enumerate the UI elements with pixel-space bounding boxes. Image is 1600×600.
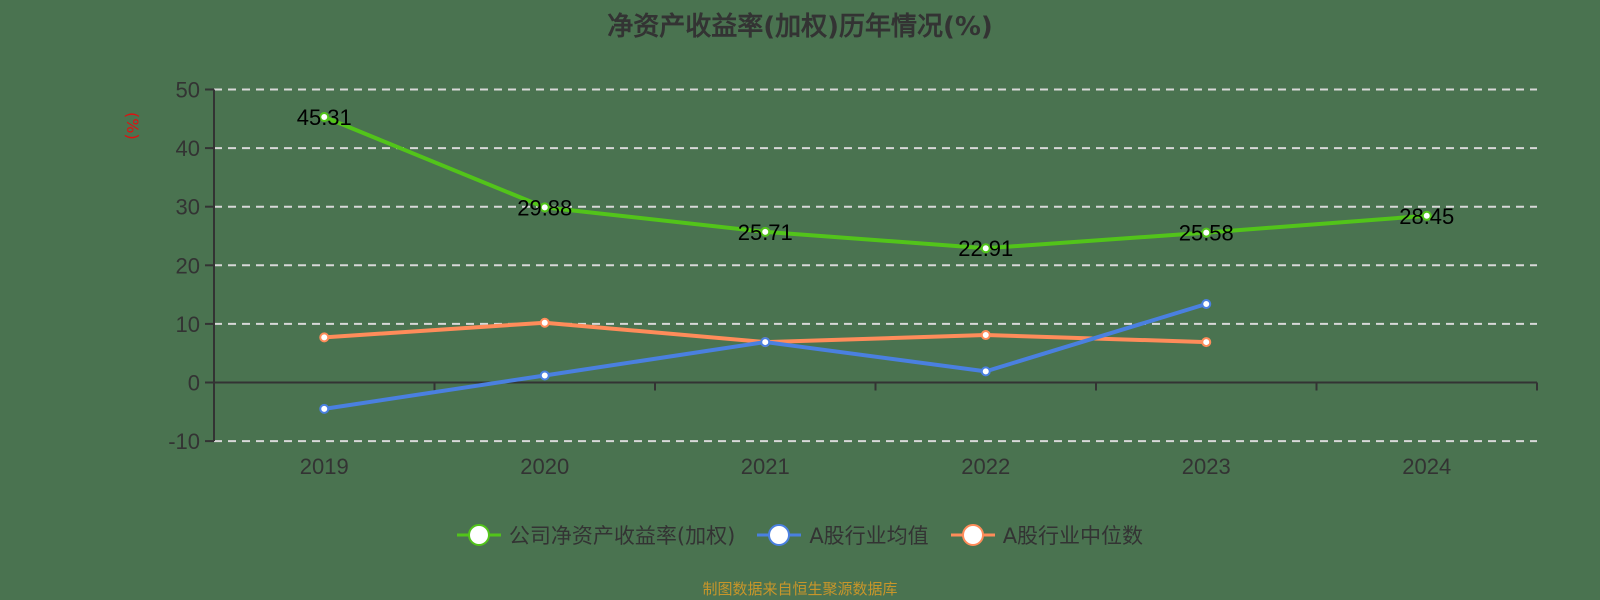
legend-marker-icon: [950, 524, 995, 546]
y-tick-label: 0: [188, 371, 200, 396]
y-tick-label: -10: [168, 429, 200, 454]
legend-item-industry-median[interactable]: A股行业中位数: [950, 520, 1144, 550]
x-tick-label: 2019: [300, 454, 349, 479]
gridlines: [214, 88, 1537, 443]
x-tick-label: 2024: [1402, 454, 1451, 479]
data-point[interactable]: [980, 243, 991, 254]
data-label: 25.58: [1179, 221, 1234, 246]
data-point[interactable]: [319, 403, 330, 414]
data-point[interactable]: [1201, 227, 1212, 238]
data-point[interactable]: [760, 226, 771, 237]
x-tick-label: 2023: [1182, 454, 1231, 479]
data-point[interactable]: [539, 370, 550, 381]
data-label: 45.31: [297, 105, 352, 130]
data-point[interactable]: [319, 111, 330, 122]
data-label: 28.45: [1399, 204, 1454, 229]
legend: 公司净资产收益率(加权) A股行业均值 A股行业中位数: [0, 520, 1600, 550]
axes: -10 0 10 20 30 40 50 2019 2020 2021 2022 2023 2024: [168, 78, 1538, 479]
data-source-footer: 制图数据来自恒生聚源数据库: [702, 580, 898, 598]
data-point[interactable]: [319, 332, 330, 343]
legend-marker-icon: [757, 524, 802, 546]
legend-label: A股行业中位数: [1002, 524, 1144, 548]
data-labels: 45.31 29.88 25.71 22.91 25.58 28.45: [297, 105, 1455, 261]
series-lines: [319, 111, 1432, 414]
data-point[interactable]: [539, 317, 550, 328]
data-point[interactable]: [1201, 298, 1212, 309]
data-point[interactable]: [980, 330, 991, 341]
chart-title: 净资产收益率(加权)历年情况(%): [607, 12, 993, 42]
data-point[interactable]: [760, 337, 771, 348]
y-tick-label: 40: [176, 136, 200, 161]
data-point[interactable]: [1201, 337, 1212, 348]
data-label: 25.71: [738, 220, 793, 245]
y-tick-label: 30: [176, 195, 200, 220]
data-point[interactable]: [980, 366, 991, 377]
legend-item-industry-avg[interactable]: A股行业均值: [757, 520, 929, 550]
x-tick-label: 2021: [741, 454, 790, 479]
legend-label: A股行业均值: [809, 524, 929, 548]
y-tick-label: 50: [176, 78, 200, 103]
legend-marker-icon: [456, 524, 501, 546]
x-tick-label: 2022: [961, 454, 1010, 479]
x-tick-label: 2020: [520, 454, 569, 479]
series-line: [323, 302, 1207, 411]
legend-item-company[interactable]: 公司净资产收益率(加权): [456, 520, 736, 550]
data-label: 22.91: [958, 236, 1013, 261]
y-tick-label: 10: [176, 312, 200, 337]
data-point[interactable]: [539, 202, 550, 213]
data-label: 29.88: [517, 195, 572, 220]
data-point[interactable]: [1421, 210, 1432, 221]
series-line: [323, 115, 1427, 251]
y-tick-label: 20: [176, 253, 200, 278]
legend-label: 公司净资产收益率(加权): [508, 524, 736, 548]
